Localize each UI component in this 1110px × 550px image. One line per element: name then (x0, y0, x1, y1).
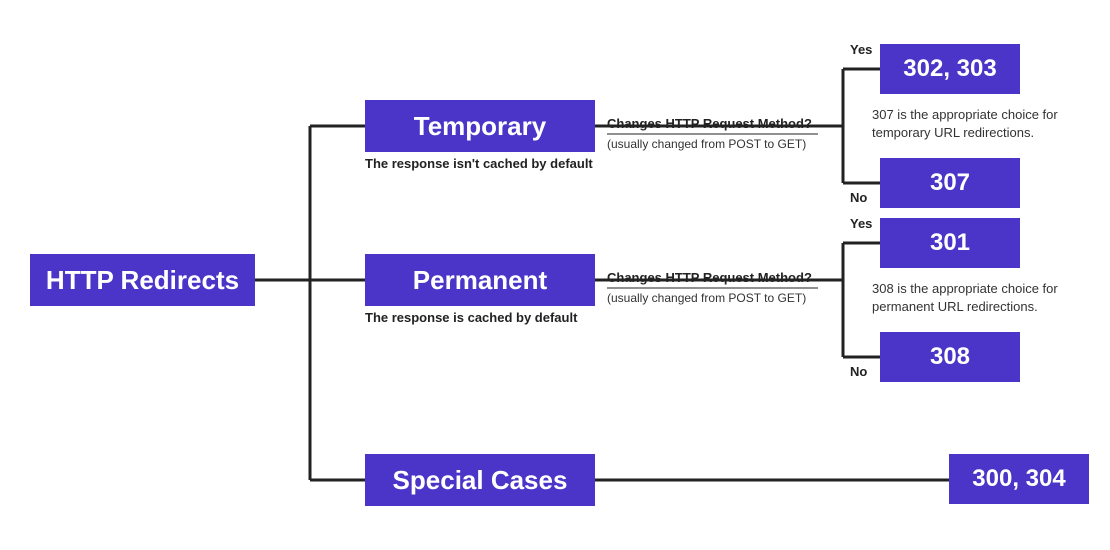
result-307: 307 (880, 158, 1020, 208)
branch-special-label: Special Cases (393, 465, 568, 496)
branch-permanent-question-sub: (usually changed from POST to GET) (607, 291, 806, 305)
branch-special: Special Cases (365, 454, 595, 506)
branch-temporary-question-sub: (usually changed from POST to GET) (607, 137, 806, 151)
result-301: 301 (880, 218, 1020, 268)
branch-permanent-label: Permanent (413, 265, 547, 296)
result-307-label: 307 (930, 169, 970, 197)
branch-permanent-yes-label: Yes (850, 216, 872, 231)
branch-temporary: Temporary (365, 100, 595, 152)
root-label: HTTP Redirects (46, 265, 239, 296)
result-300-304: 300, 304 (949, 454, 1089, 504)
branch-temporary-yes-label: Yes (850, 42, 872, 57)
result-308: 308 (880, 332, 1020, 382)
branch-permanent-note: 308 is the appropriate choice for perman… (872, 280, 1087, 315)
result-302-303-label: 302, 303 (903, 55, 996, 83)
branch-temporary-subtitle: The response isn't cached by default (365, 156, 593, 171)
branch-permanent-question: Changes HTTP Request Method? (607, 270, 812, 285)
result-302-303: 302, 303 (880, 44, 1020, 94)
branch-permanent: Permanent (365, 254, 595, 306)
root-node: HTTP Redirects (30, 254, 255, 306)
result-300-304-label: 300, 304 (972, 465, 1065, 493)
branch-temporary-label: Temporary (414, 111, 546, 142)
branch-permanent-no-label: No (850, 364, 867, 379)
branch-temporary-question: Changes HTTP Request Method? (607, 116, 812, 131)
branch-temporary-note: 307 is the appropriate choice for tempor… (872, 106, 1087, 141)
branch-permanent-subtitle: The response is cached by default (365, 310, 577, 325)
result-301-label: 301 (930, 229, 970, 257)
branch-temporary-no-label: No (850, 190, 867, 205)
result-308-label: 308 (930, 343, 970, 371)
